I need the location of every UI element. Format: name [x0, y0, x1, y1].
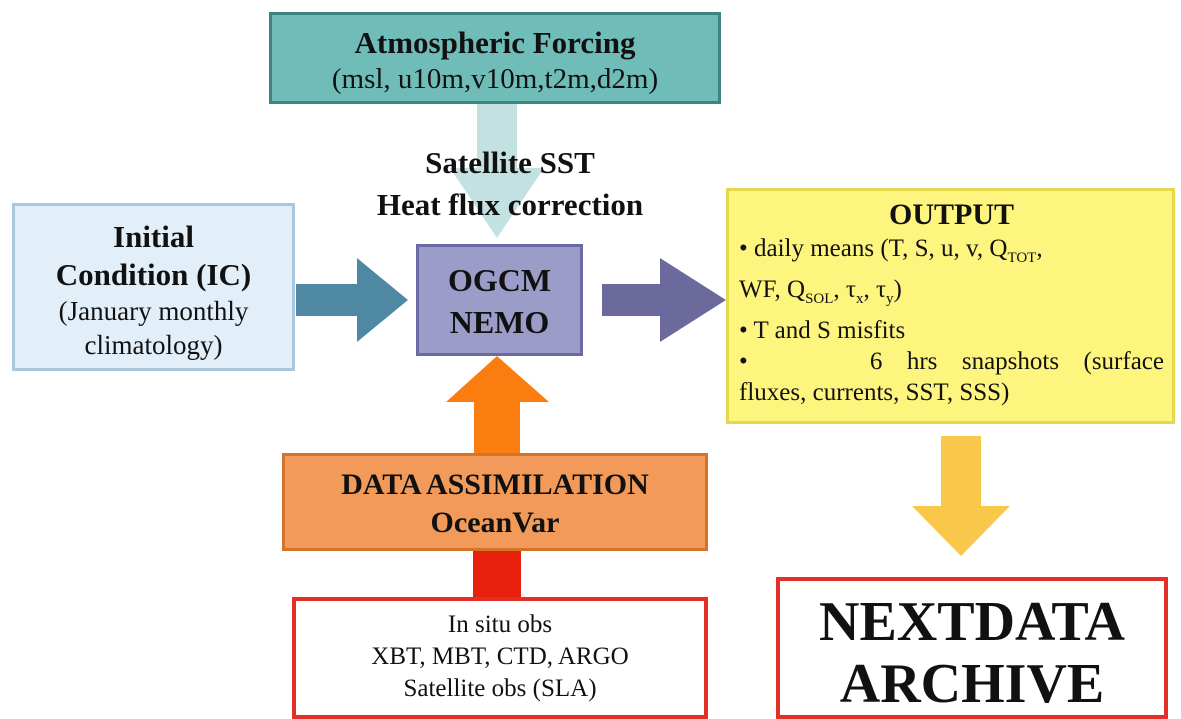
output-to-archive-arrow: [912, 436, 1010, 556]
satellite-sst-label: Satellite SST Heat flux correction: [300, 142, 720, 226]
data-assimilation-line1: DATA ASSIMILATION: [341, 468, 649, 501]
output-daily-means-line2: WF, QSOL, τx, τy): [739, 274, 1164, 315]
output-snapshots-line2: fluxes, currents, SST, SSS): [739, 379, 1010, 406]
atmospheric-forcing-box: Atmospheric Forcing (msl, u10m,v10m,t2m,…: [269, 12, 721, 104]
archive-line1: NEXTDATA: [819, 591, 1125, 653]
output-snapshots-line1: • 6 hrs snapshots (surface: [739, 348, 1164, 375]
archive-line2: ARCHIVE: [839, 653, 1105, 715]
nextdata-archive-box: NEXTDATA ARCHIVE: [776, 577, 1168, 719]
output-misfits: • T and S misfits: [739, 317, 906, 344]
ogcm-line1: OGCM: [447, 262, 552, 298]
observations-line2: XBT, MBT, CTD, ARGO: [371, 643, 629, 670]
da-to-ogcm-arrow: [446, 356, 549, 453]
output-daily-means-line1: • daily means (T, S, u, v, QTOT,: [739, 233, 1164, 274]
output-daily-text-b: ,: [1036, 235, 1043, 262]
output-sub-tot: TOT: [1007, 250, 1037, 266]
data-assimilation-line2: OceanVar: [430, 506, 560, 539]
output-daily-text-d: , τ: [833, 276, 856, 303]
data-assimilation-box: DATA ASSIMILATION OceanVar: [282, 453, 708, 551]
output-title: OUTPUT: [888, 198, 1014, 231]
atmospheric-forcing-title: Atmospheric Forcing: [354, 25, 636, 60]
ogcm-to-output-arrow: [602, 258, 726, 342]
output-sub-x: x: [855, 291, 864, 307]
output-daily-text-c: WF, Q: [739, 276, 806, 303]
initial-condition-box: Initial Condition (IC) (January monthly …: [12, 203, 295, 371]
output-daily-text-f: ): [893, 276, 902, 303]
ic-to-ogcm-arrow: [296, 258, 408, 342]
ogcm-line2: NEMO: [449, 304, 550, 340]
initial-condition-line2: Condition (IC): [55, 257, 252, 292]
initial-condition-line4: climatology): [84, 330, 223, 360]
output-daily-text-a: • daily means (T, S, u, v, Q: [739, 235, 1008, 262]
initial-condition-line1: Initial: [113, 219, 194, 254]
satellite-sst-line1: Satellite SST: [425, 145, 595, 180]
satellite-sst-line2: Heat flux correction: [376, 187, 644, 222]
output-sub-y: y: [886, 291, 894, 307]
atmospheric-forcing-vars: (msl, u10m,v10m,t2m,d2m): [331, 63, 659, 95]
ogcm-nemo-box: OGCM NEMO: [416, 244, 583, 356]
atmospheric-to-ogcm-arrow: [450, 104, 544, 238]
output-sub-sol: SOL: [805, 291, 834, 307]
output-daily-text-e: , τ: [863, 276, 886, 303]
obs-to-da-arrow: [473, 548, 521, 597]
observations-line1: In situ obs: [447, 611, 553, 638]
initial-condition-line3: (January monthly: [58, 296, 249, 326]
output-box: OUTPUT • daily means (T, S, u, v, QTOT , …: [726, 188, 1175, 424]
observations-line3: Satellite obs (SLA): [403, 675, 597, 702]
observations-box: In situ obs XBT, MBT, CTD, ARGO Satellit…: [292, 597, 708, 719]
